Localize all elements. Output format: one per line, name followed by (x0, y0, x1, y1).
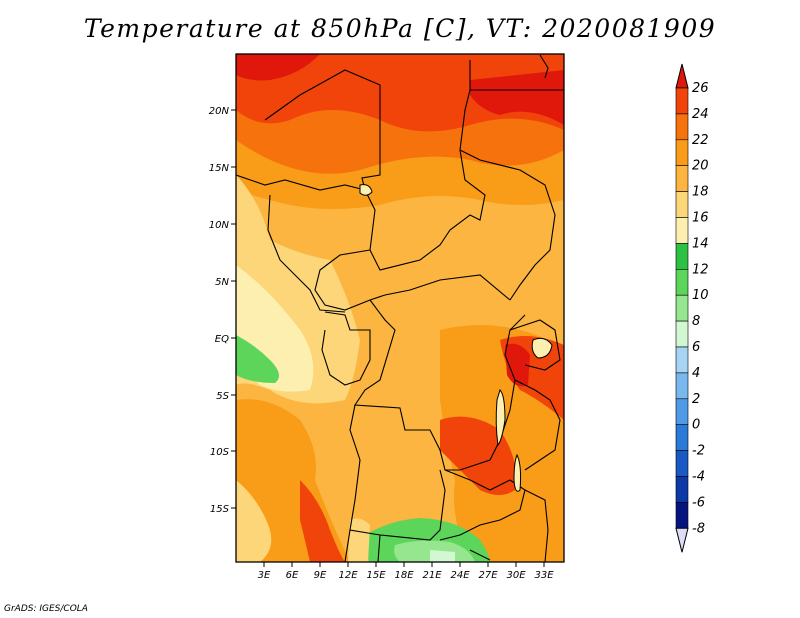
lon-label: 33E (534, 570, 554, 581)
colorbar-swatch (675, 139, 689, 167)
lat-label: 15S (210, 504, 230, 515)
lake-victoria (531, 337, 553, 359)
border-zambia (439, 469, 526, 541)
colorbar-label: 4 (692, 366, 700, 381)
field-lake-red (505, 343, 530, 387)
colorbar-label: -6 (692, 495, 705, 510)
lake-malawi (513, 453, 522, 492)
lat-label: EQ (215, 334, 229, 345)
map-frame (235, 53, 565, 563)
colorbar-label: 8 (692, 314, 700, 329)
colorbar-label: -4 (692, 470, 705, 485)
lat-label: 15N (209, 163, 230, 174)
grads-credit: GrADS: IGES/COLA (4, 604, 88, 614)
lon-label: 27E (478, 570, 498, 581)
lat-label: 5S (216, 391, 229, 402)
colorbar-swatch (675, 320, 689, 348)
field-southwest-red (300, 480, 345, 562)
lon-label: 3E (258, 570, 271, 581)
temperature-field (236, 54, 564, 562)
lat-label: 10S (210, 447, 230, 458)
colorbar-label: 6 (692, 340, 700, 355)
colorbar-swatch (675, 165, 689, 192)
colorbar-label: 18 (692, 185, 709, 200)
lon-label: 12E (338, 570, 358, 581)
colorbar-swatch (675, 476, 689, 503)
colorbar-swatch (675, 502, 689, 529)
field-sw-pale (236, 480, 272, 562)
lon-label: 30E (506, 570, 526, 581)
border-north (264, 60, 486, 271)
colorbar-swatch (675, 346, 689, 374)
colorbar-label: 16 (692, 211, 709, 226)
border-sudan (459, 149, 556, 301)
border-mozambique (524, 489, 549, 562)
colorbar-swatch (675, 87, 689, 115)
border-gabon-congo (321, 311, 371, 386)
colorbar-label: 26 (692, 81, 709, 96)
field-south-pale (430, 550, 455, 562)
country-borders (236, 54, 564, 562)
colorbar-label: -2 (692, 444, 705, 459)
border-south (344, 529, 491, 562)
lon-axis (263, 562, 545, 567)
lat-label: 20N (209, 106, 230, 117)
colorbar-label: 0 (692, 418, 700, 433)
lake-tanganyika (495, 389, 506, 447)
lat-axis (231, 109, 236, 509)
field-northeast-hot (470, 70, 564, 125)
border-cameroon (267, 194, 346, 313)
colorbar-swatch (675, 450, 689, 477)
lon-label: 9E (314, 570, 327, 581)
colorbar-label: 20 (692, 159, 709, 174)
border-east-coast (539, 54, 549, 79)
colorbar-bottom-arrow (675, 527, 689, 553)
lon-label: 6E (286, 570, 299, 581)
colorbar-swatch (675, 217, 689, 244)
colorbar-label: 22 (692, 133, 709, 148)
field-eq-green (236, 335, 279, 383)
lake-chad (359, 184, 373, 196)
colorbar-label: 2 (692, 392, 700, 407)
colorbar-swatch (675, 294, 689, 322)
colorbar-swatch (675, 424, 689, 451)
field-north-hot (236, 54, 564, 132)
border-nigeria (236, 174, 366, 191)
map-title: Temperature at 850hPa [C], VT: 202008190… (83, 14, 717, 43)
field-northwest-hot (236, 54, 320, 81)
lon-label: 24E (450, 570, 470, 581)
colorbar-swatch (675, 268, 689, 296)
lat-label: 5N (215, 277, 229, 288)
lat-label: 10N (209, 220, 230, 231)
lon-label: 15E (366, 570, 386, 581)
colorbar-label: 24 (692, 107, 709, 122)
colorbar-swatch (675, 372, 689, 400)
lakes (359, 184, 553, 492)
lon-label: 21E (422, 570, 442, 581)
colorbar-top-arrow (675, 63, 689, 89)
colorbar-label: -8 (692, 521, 705, 536)
border-angola (349, 404, 446, 541)
colorbar-swatch (675, 243, 689, 270)
border-tanzania (514, 379, 561, 471)
field-south-yellow (348, 518, 370, 562)
colorbar-swatch (675, 191, 689, 218)
colorbar-label: 14 (692, 236, 709, 251)
lon-label: 18E (394, 570, 414, 581)
border-uganda (509, 319, 561, 371)
colorbar-swatch (675, 113, 689, 141)
colorbar-swatch (675, 398, 689, 425)
field-orange-mid (236, 140, 564, 209)
colorbar-label: 12 (692, 262, 709, 277)
border-chad (314, 249, 511, 311)
colorbar-label: 10 (692, 288, 709, 303)
